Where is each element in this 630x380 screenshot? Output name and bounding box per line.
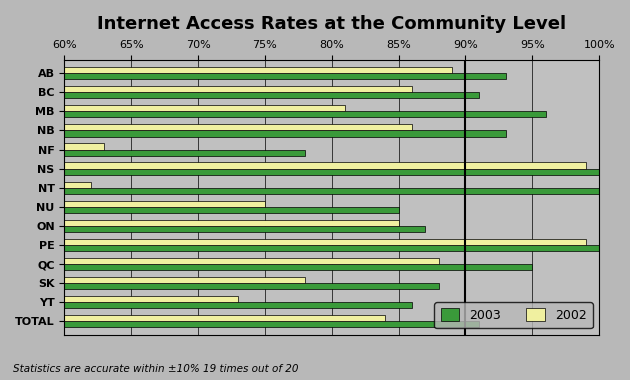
Bar — [64, 207, 399, 213]
Bar — [64, 188, 599, 194]
Bar — [64, 163, 586, 169]
Bar — [64, 283, 438, 289]
Bar — [64, 105, 345, 111]
Bar — [64, 111, 546, 117]
Bar — [64, 264, 532, 270]
Bar — [64, 169, 599, 175]
Bar — [64, 130, 506, 136]
Bar — [64, 321, 479, 327]
Bar — [64, 73, 506, 79]
Legend: 2003, 2002: 2003, 2002 — [435, 302, 593, 328]
Bar — [64, 220, 399, 226]
Bar — [64, 302, 412, 308]
Bar — [64, 149, 305, 156]
Bar — [64, 226, 425, 232]
Bar — [64, 124, 412, 130]
Bar — [64, 258, 438, 264]
Bar — [64, 92, 479, 98]
Bar — [64, 182, 91, 188]
Bar — [64, 315, 386, 321]
Text: Statistics are accurate within ±10% 19 times out of 20: Statistics are accurate within ±10% 19 t… — [13, 364, 298, 374]
Bar — [64, 296, 238, 302]
Bar — [64, 143, 105, 149]
Bar — [64, 201, 265, 207]
Bar — [64, 67, 452, 73]
Title: Internet Access Rates at the Community Level: Internet Access Rates at the Community L… — [97, 15, 566, 33]
Bar — [64, 239, 586, 245]
Bar — [64, 277, 305, 283]
Bar — [64, 86, 412, 92]
Bar — [64, 245, 599, 251]
